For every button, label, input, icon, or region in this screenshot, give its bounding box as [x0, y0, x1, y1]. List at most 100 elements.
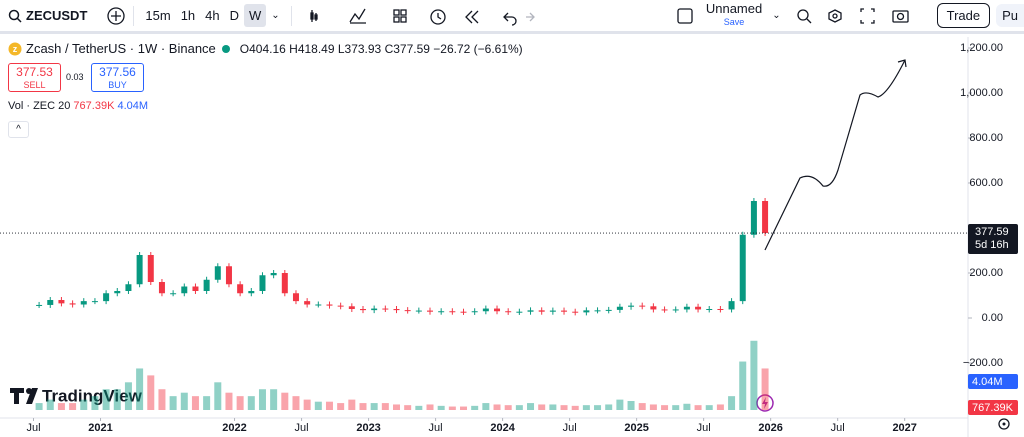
interval[interactable]: 15m: [145, 8, 171, 23]
candle-body: [404, 310, 411, 312]
candle-body: [616, 306, 623, 310]
x-tick-label: 2027: [892, 422, 916, 434]
candle-body: [516, 311, 523, 313]
candle-body: [739, 234, 746, 302]
volume-bar: [482, 403, 490, 410]
publish-button[interactable]: Pu: [996, 4, 1024, 27]
x-tick-label: 2021: [88, 422, 112, 434]
interval-selected[interactable]: W: [244, 4, 267, 27]
volume-bar: [426, 404, 434, 410]
sell-price: 377.53: [16, 65, 53, 79]
spread: 0.03: [66, 72, 84, 82]
interval[interactable]: D: [229, 8, 240, 23]
volume-bar: [627, 401, 635, 410]
trade-button[interactable]: Trade: [936, 3, 991, 28]
x-tick-label: 2022: [222, 422, 246, 434]
candle-body: [348, 306, 355, 309]
volume-value: 767.39K: [73, 100, 115, 112]
volume-bar: [661, 405, 669, 410]
volume-bar: [527, 403, 535, 410]
volume-bar: [515, 405, 523, 410]
collapse-button[interactable]: ^: [8, 121, 29, 138]
candle-body: [661, 309, 668, 311]
volume-ma-badge-label: 4.04M: [972, 376, 1003, 388]
settings-icon[interactable]: [998, 418, 1010, 430]
candle-body: [359, 309, 366, 311]
candle-body: [471, 311, 478, 313]
candle-body: [281, 273, 288, 294]
candle-body: [583, 310, 590, 313]
volume-bar: [728, 396, 736, 410]
volume-bar: [538, 404, 546, 410]
x-tick-label: 2024: [490, 422, 515, 434]
layout-icon[interactable]: [676, 7, 694, 25]
volume-ma: 4.04M: [117, 100, 149, 112]
x-tick-label: Jul: [26, 422, 40, 434]
volume-bar: [270, 389, 278, 410]
x-tick-label: Jul: [563, 422, 577, 434]
candle-body: [248, 291, 255, 294]
volume-label[interactable]: Vol · ZEC 20: [8, 100, 71, 112]
volume-bar: [694, 405, 702, 410]
candle-body: [460, 311, 467, 313]
candle-body: [449, 311, 456, 313]
y-tick-label: 800.00: [969, 132, 1003, 144]
volume-bar: [80, 399, 88, 410]
brand: TradingView: [42, 386, 143, 405]
replay-icons[interactable]: [428, 6, 538, 26]
tool-icons[interactable]: [308, 6, 428, 26]
x-tick-label: Jul: [295, 422, 309, 434]
candle-body: [717, 309, 724, 310]
volume-bar: [549, 404, 557, 410]
candle-body: [103, 293, 110, 302]
volume-badge-label: 767.39K: [972, 402, 1014, 414]
drawing-annotation[interactable]: [764, 59, 907, 251]
coin-icon: z: [8, 42, 22, 55]
candle-body: [36, 304, 43, 306]
volume-bar: [761, 368, 769, 410]
candle-body: [292, 293, 299, 302]
candle-body: [114, 291, 121, 294]
candle-body: [382, 308, 389, 310]
volume-bar: [57, 403, 65, 410]
candle-body: [538, 310, 545, 312]
volume-bar: [616, 399, 624, 410]
volume-bar: [35, 403, 43, 410]
search-icon[interactable]: [8, 9, 22, 23]
right-icons[interactable]: [793, 6, 933, 26]
buy-label: BUY: [108, 80, 127, 90]
candle-body: [80, 301, 87, 305]
layout-menu[interactable]: ⌄: [772, 10, 781, 21]
candle-body: [58, 300, 65, 304]
volume-bar: [113, 389, 121, 410]
volume-bar: [437, 405, 445, 410]
sell-button[interactable]: 377.53 SELL: [8, 63, 61, 92]
candle-body: [304, 301, 311, 305]
candle-body: [315, 304, 322, 306]
y-tick-label: −200.00: [963, 357, 1003, 369]
volume-bar: [649, 404, 657, 410]
volume-bar: [716, 404, 724, 410]
add-symbol[interactable]: [105, 5, 127, 27]
interval[interactable]: 4h: [205, 8, 220, 23]
candle-body: [527, 310, 534, 312]
y-tick-label: 0.00: [982, 312, 1003, 324]
candle-body: [482, 308, 489, 312]
legend-title[interactable]: Zcash / TetherUS · 1W · Binance: [26, 41, 216, 56]
interval-menu[interactable]: ⌄: [271, 10, 280, 21]
interval[interactable]: 1h: [180, 8, 196, 23]
candle-body: [147, 255, 154, 282]
volume-bar: [739, 361, 747, 410]
volume-bar: [672, 405, 680, 410]
layout[interactable]: Unnamed Save: [706, 2, 762, 28]
buy-button[interactable]: 377.56 BUY: [91, 63, 144, 92]
volume-bar: [683, 403, 691, 410]
x-tick-label: Jul: [429, 422, 443, 434]
candle-body: [438, 311, 445, 313]
volume-bar: [203, 396, 211, 410]
volume-bar: [292, 396, 300, 410]
symbol[interactable]: ZECUSDT: [26, 8, 88, 23]
volume-ma-badge: [968, 374, 1018, 389]
y-tick-label: 1,200.00: [960, 42, 1003, 54]
